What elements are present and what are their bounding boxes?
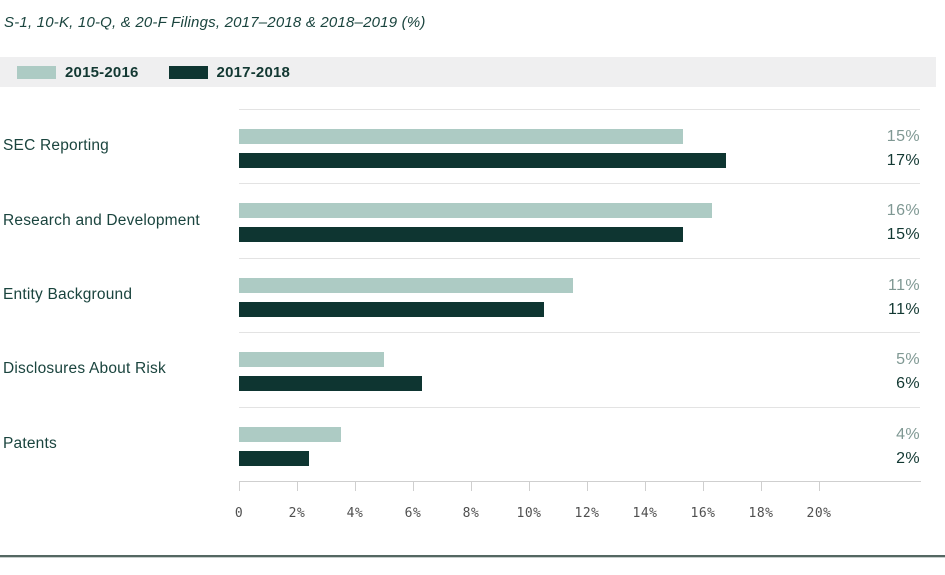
x-axis-tick-label: 6% [404,506,422,521]
bar-2015-2016 [239,203,712,219]
bar-2017-2018 [239,227,683,243]
chart-row-disclosures-about-risk: Disclosures About Risk 5% 6% [0,332,945,406]
value-label-2017-2018: 17% [886,152,920,169]
x-axis-tick-label: 18% [748,506,774,521]
chart-row-sec-reporting: SEC Reporting 15% 17% [0,109,945,183]
row-divider [239,109,920,110]
category-label: Entity Background [3,285,133,303]
bottom-rule [0,555,945,557]
x-axis-tick-label: 12% [574,506,600,521]
bar-2015-2016 [239,277,573,293]
chart-row-research-and-development: Research and Development 16% 15% [0,183,945,257]
x-axis-tick [529,482,530,491]
category-label: Patents [3,434,57,452]
x-axis-tick [471,482,472,491]
value-label-2015-2016: 11% [887,276,920,294]
x-axis-tick [297,482,298,491]
x-axis-tick [587,482,588,491]
x-axis-tick-label: 16% [690,506,716,521]
x-axis-tick-label: 4% [346,506,364,521]
x-axis-tick [645,482,646,491]
x-axis-tick [239,482,240,491]
x-axis-tick-label: 20% [806,506,832,521]
value-label-2017-2018: 6% [896,375,920,393]
x-axis-tick [355,482,356,491]
legend-item-2017-2018: 2017-2018 [168,63,291,81]
category-label: Disclosures About Risk [3,360,166,378]
value-label-2017-2018: 15% [886,226,920,244]
bar-2015-2016 [239,426,341,442]
bar-2015-2016 [239,352,384,368]
bar-2017-2018 [239,450,309,466]
bar-2017-2018 [239,153,727,168]
bar-2015-2016 [239,129,683,144]
legend-swatch-dark [168,65,208,79]
legend: 2015-2016 2017-2018 [0,57,936,87]
value-label-2015-2016: 16% [886,202,920,220]
chart-row-entity-background: Entity Background 11% 11% [0,257,945,332]
legend-label-2017-2018: 2017-2018 [216,63,291,81]
value-label-2017-2018: 11% [887,300,920,318]
x-axis-tick-label: 14% [632,506,658,521]
bar-2017-2018 [239,376,422,392]
chart-title: S-1, 10-K, 10-Q, & 20-F Filings, 2017–20… [4,14,426,31]
category-label: Research and Development [3,211,200,229]
x-axis-tick-label: 0 [234,506,244,521]
legend-label-2015-2016: 2015-2016 [65,63,139,81]
row-divider [239,332,920,334]
x-axis-tick-label: 8% [462,506,480,521]
legend-item-2015-2016: 2015-2016 [17,64,139,81]
x-axis-tick [761,482,762,491]
x-axis-tick-label: 10% [516,506,542,521]
bar-chart: SEC Reporting 15% 17% Research and Devel… [0,109,945,481]
x-axis-tick [413,482,414,491]
legend-swatch-light [17,65,56,79]
value-label-2015-2016: 5% [896,351,920,369]
x-axis-tick [819,482,820,491]
x-axis-tick [703,482,704,491]
x-axis: 0 2% 4% 6% 8% 10% 12% 14% 16% 18% 20% [235,481,921,527]
value-label-2015-2016: 4% [896,425,920,443]
value-label-2015-2016: 15% [886,128,920,145]
row-divider [239,257,920,259]
value-label-2017-2018: 2% [896,449,920,467]
chart-row-patents: Patents 4% 2% [0,406,945,481]
x-axis-tick-label: 2% [288,506,306,521]
row-divider [239,406,920,408]
row-divider [239,183,920,185]
bar-2017-2018 [239,301,544,317]
category-label: SEC Reporting [3,137,109,155]
